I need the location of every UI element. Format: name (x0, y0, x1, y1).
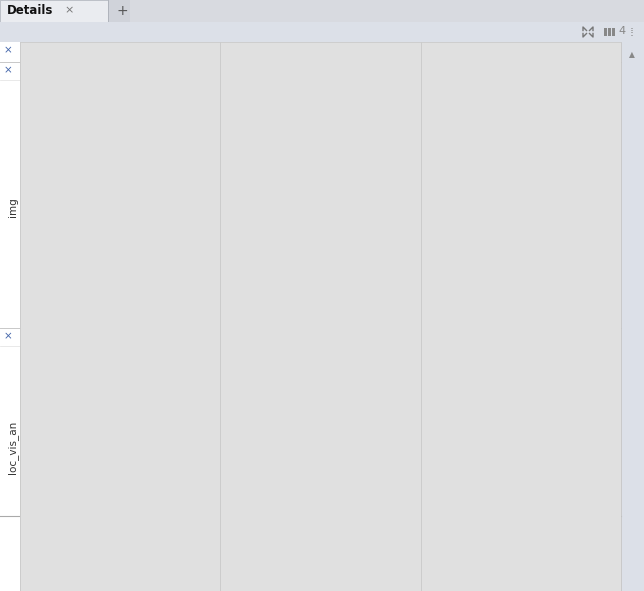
Circle shape (234, 118, 406, 290)
Circle shape (306, 391, 343, 427)
Circle shape (252, 136, 388, 272)
Circle shape (453, 136, 589, 272)
Polygon shape (321, 380, 372, 472)
Circle shape (278, 161, 363, 247)
Polygon shape (521, 395, 565, 475)
Circle shape (34, 118, 206, 290)
Text: ×: × (4, 45, 13, 55)
Circle shape (448, 358, 594, 504)
Text: loc_vis_an: loc_vis_an (8, 420, 19, 473)
Bar (0, 328, 621, 516)
Circle shape (256, 367, 384, 495)
Circle shape (439, 121, 603, 287)
Circle shape (457, 367, 585, 495)
Circle shape (43, 126, 198, 281)
Circle shape (447, 130, 595, 278)
Circle shape (52, 363, 188, 499)
Text: Details: Details (7, 4, 53, 17)
Bar (220, 346, 421, 516)
Bar (20, 346, 220, 516)
Circle shape (56, 367, 184, 495)
Circle shape (37, 121, 203, 287)
Circle shape (247, 358, 393, 504)
Circle shape (77, 161, 163, 247)
Circle shape (295, 409, 317, 431)
Bar (608, 28, 611, 36)
Circle shape (57, 141, 183, 267)
Text: +: + (117, 4, 129, 18)
Text: ▲: ▲ (629, 50, 635, 59)
Text: ×: × (4, 65, 13, 75)
Text: img: img (8, 197, 18, 217)
Circle shape (260, 371, 381, 492)
Circle shape (258, 141, 383, 267)
Circle shape (435, 118, 607, 290)
Circle shape (460, 371, 582, 492)
Circle shape (46, 130, 194, 278)
Text: ×: × (64, 5, 73, 15)
Bar (621, 42, 643, 591)
Text: 4: 4 (618, 26, 625, 36)
Circle shape (247, 130, 395, 278)
Circle shape (478, 161, 564, 247)
Circle shape (458, 141, 583, 267)
Circle shape (477, 380, 565, 467)
Ellipse shape (290, 170, 316, 213)
Circle shape (249, 132, 392, 275)
Bar (0, 0, 644, 22)
Bar (604, 28, 607, 36)
Polygon shape (66, 376, 164, 486)
Bar (0, 62, 621, 328)
Bar (612, 28, 615, 36)
Circle shape (88, 434, 124, 471)
Text: True: True (25, 45, 49, 55)
Ellipse shape (491, 170, 516, 213)
Circle shape (238, 121, 403, 287)
Circle shape (317, 409, 346, 439)
Circle shape (444, 126, 598, 281)
Circle shape (252, 363, 388, 499)
Circle shape (49, 132, 191, 275)
Bar (0, 0, 108, 22)
Bar (0, 22, 644, 42)
Bar (421, 346, 621, 516)
Bar (0, 516, 621, 591)
Circle shape (52, 136, 188, 272)
Circle shape (453, 363, 589, 499)
Ellipse shape (90, 170, 116, 213)
Text: ×: × (4, 331, 13, 341)
Circle shape (60, 371, 181, 492)
Text: True: True (426, 45, 450, 55)
Bar (130, 0, 644, 22)
Circle shape (450, 132, 592, 275)
Circle shape (47, 358, 193, 504)
Bar (108, 0, 109, 22)
Circle shape (295, 384, 361, 449)
Text: ⁞: ⁞ (630, 26, 634, 39)
Bar (0, 42, 621, 62)
Circle shape (243, 126, 398, 281)
